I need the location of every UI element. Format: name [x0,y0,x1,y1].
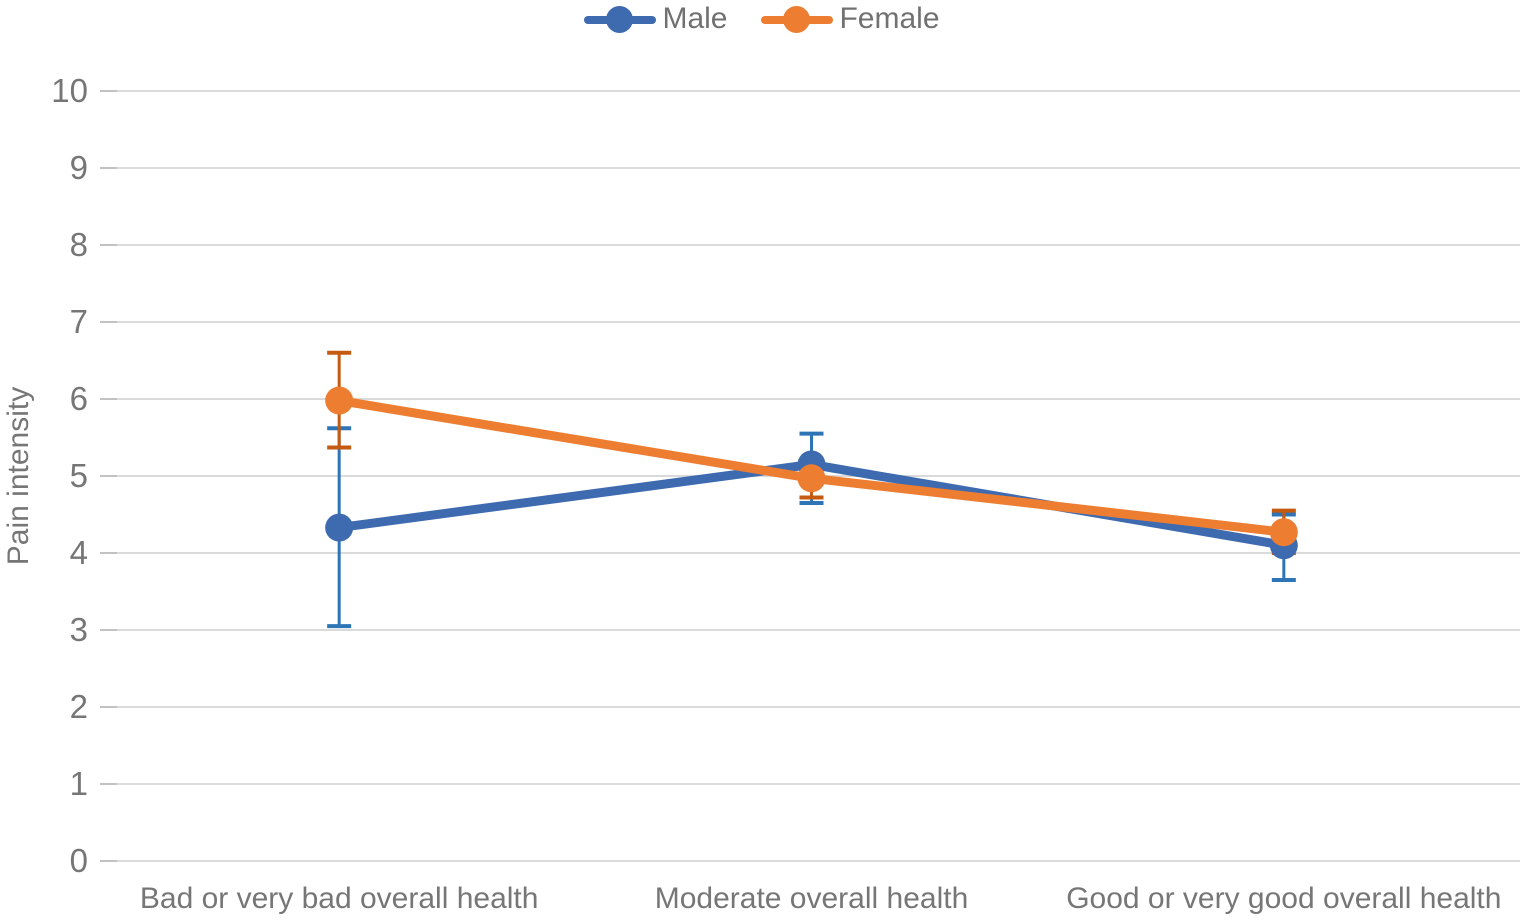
xtick-label-1: Moderate overall health [655,882,969,915]
y-axis-title: Pain intensity [2,387,35,565]
ytick-label-9: 9 [70,149,88,186]
female-series-swatch-icon [761,5,834,33]
ytick-label-8: 8 [70,226,88,263]
xtick-label-0: Bad or very bad overall health [140,882,539,915]
ytick-label-4: 4 [70,534,88,571]
male-series-swatch-icon [584,5,657,33]
xtick-label-2: Good or very good overall health [1066,882,1501,915]
ytick-label-2: 2 [70,688,88,725]
data-point-female-0 [325,386,354,415]
ytick-label-3: 3 [70,611,88,648]
legend-item-male: Male [584,2,727,36]
ytick-label-10: 10 [51,72,88,109]
ytick-label-1: 1 [70,765,88,802]
data-point-female-1 [797,464,826,493]
data-point-male-0 [325,513,354,542]
ytick-label-5: 5 [70,457,88,494]
data-point-female-2 [1269,518,1298,547]
legend-label-female: Female [839,2,940,35]
legend-label-male: Male [662,2,728,35]
ytick-label-6: 6 [70,380,88,417]
ytick-label-7: 7 [70,303,88,340]
chart-legend: Male Female [0,2,1524,36]
legend-item-female: Female [761,2,940,36]
ytick-label-0: 0 [70,842,88,879]
